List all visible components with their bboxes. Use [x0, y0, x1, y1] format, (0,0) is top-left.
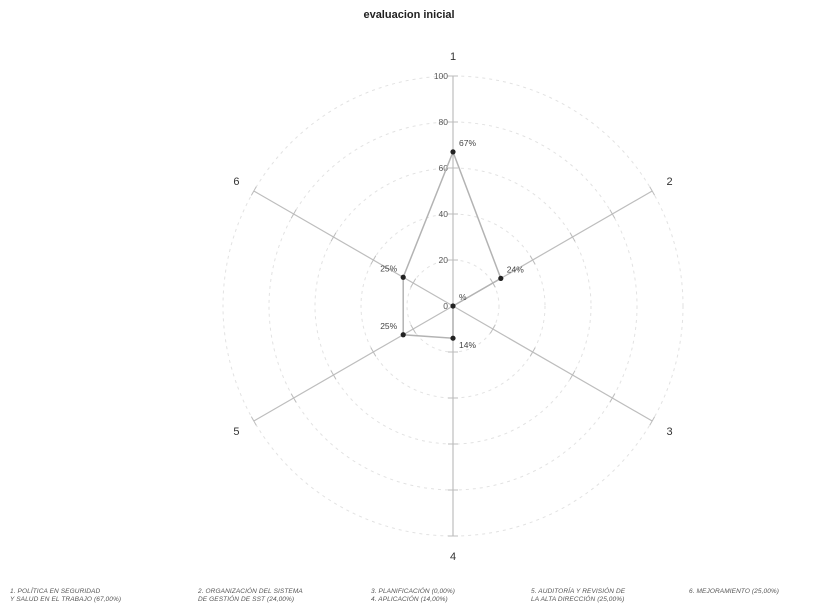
legend-item-4-line-2: LA ALTA DIRECCIÓN (25,00%)	[531, 596, 625, 603]
grid-circle-2	[360, 213, 546, 399]
axis-label-4: 4	[450, 551, 456, 563]
axis-line-5	[253, 305, 454, 422]
axis-tick-2-5	[649, 186, 656, 196]
data-label-1: 67%	[459, 138, 476, 148]
legend-item-2-line-2: DE GESTIÓN DE SST (24,00%)	[198, 596, 295, 603]
legend-item-4-line-1: 5. AUDITORÍA Y REVISIÓN DE	[531, 588, 626, 595]
legend-item-2-line-1: 2. ORGANIZACIÓN DEL SISTEMA	[198, 588, 303, 595]
axis-tick-5-3	[330, 370, 337, 380]
axis-tick-2-2	[529, 255, 536, 265]
axis-label-5: 5	[233, 426, 239, 438]
axis-line-6	[253, 190, 454, 307]
legend-item-5: 6. MEJORAMIENTO (25,00%)	[689, 588, 779, 596]
legend-item-3: 3. PLANIFICACIÓN (0,00%) 4. APLICACIÓN (…	[371, 588, 455, 604]
axis-tick-3-2	[529, 347, 536, 357]
data-point-1	[450, 149, 456, 155]
axis-tick-5-4	[290, 393, 297, 403]
axis-tick-3-4	[609, 393, 616, 403]
tick-label-40: 40	[439, 209, 449, 219]
axis-tick-6-1	[410, 278, 417, 288]
axis-tick-5-1	[410, 324, 417, 334]
chart-title: evaluacion inicial	[363, 9, 455, 21]
axis-tick-3-5	[649, 416, 656, 426]
data-label-2: 24%	[507, 264, 524, 274]
data-label-6: 25%	[380, 263, 397, 273]
axis-label-6: 6	[233, 176, 239, 188]
axis-tick-6-4	[290, 209, 297, 219]
legend-item-3-line-2: 4. APLICACIÓN (14,00%)	[371, 596, 448, 603]
legend-item-1: 1. POLÍTICA EN SEGURIDAD Y SALUD EN EL T…	[10, 588, 121, 604]
tick-label-100: 100	[434, 71, 448, 81]
axis-label-3: 3	[666, 426, 672, 438]
legend-item-2: 2. ORGANIZACIÓN DEL SISTEMA DE GESTIÓN D…	[198, 588, 303, 604]
series-polygon-1	[402, 149, 502, 340]
axis-label-2: 2	[666, 176, 672, 188]
data-label-4: 14%	[459, 340, 476, 350]
data-point-4	[450, 335, 456, 341]
legend-item-4: 5. AUDITORÍA Y REVISIÓN DE LA ALTA DIREC…	[531, 588, 625, 604]
grid-circle-3	[314, 167, 592, 445]
data-point-2	[498, 275, 504, 281]
data-label-5: 25%	[380, 321, 397, 331]
axis-tick-5-5	[250, 416, 257, 426]
axis-tick-5-2	[370, 347, 377, 357]
tick-label-60: 60	[439, 163, 449, 173]
axis-tick-6-3	[330, 232, 337, 242]
data-label-3: %	[459, 292, 467, 302]
axis-tick-3-3	[569, 370, 576, 380]
grid-circle-5	[222, 75, 684, 537]
data-point-5	[400, 332, 406, 338]
tick-label-20: 20	[439, 255, 449, 265]
chart-legend: 1. POLÍTICA EN SEGURIDAD Y SALUD EN EL T…	[0, 588, 818, 612]
legend-item-1-line-1: 1. POLÍTICA EN SEGURIDAD	[10, 588, 101, 595]
data-point-6	[400, 274, 406, 280]
tick-label-80: 80	[439, 117, 449, 127]
axis-tick-6-2	[370, 255, 377, 265]
data-point-3	[450, 303, 456, 309]
tick-label-0: 0	[443, 301, 448, 311]
legend-item-1-line-2: Y SALUD EN EL TRABAJO (67,00%)	[10, 596, 122, 603]
axis-tick-2-3	[569, 232, 576, 242]
axis-tick-6-5	[250, 186, 257, 196]
axis-tick-3-1	[489, 324, 496, 334]
legend-item-5-line-1: 6. MEJORAMIENTO (25,00%)	[689, 588, 780, 595]
axis-tick-2-4	[609, 209, 616, 219]
axis-label-1: 1	[450, 51, 456, 63]
axis-line-3	[452, 305, 653, 422]
legend-item-3-line-1: 3. PLANIFICACIÓN (0,00%)	[371, 588, 456, 595]
